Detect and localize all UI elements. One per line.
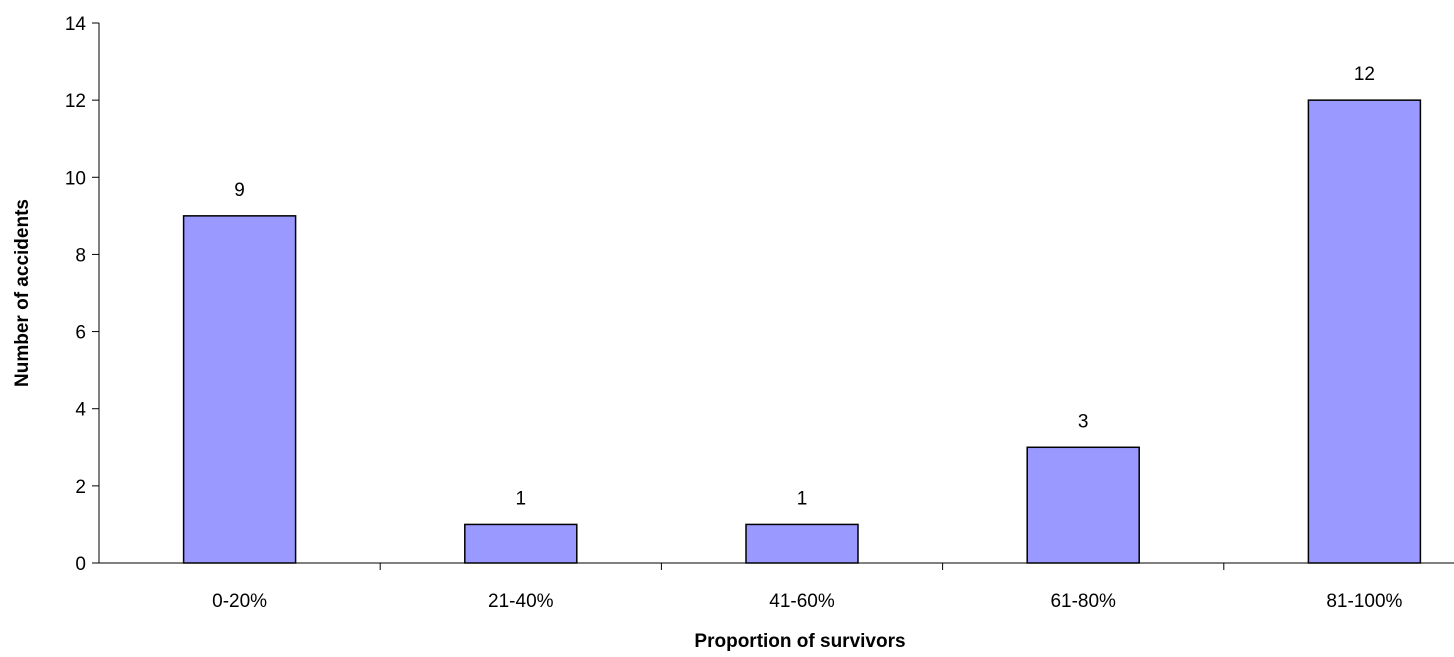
y-tick-label: 6 [75, 323, 86, 344]
x-tick-label: 41-60% [769, 591, 835, 612]
x-axis-title: Proportion of survivors [694, 631, 905, 652]
x-tick-label: 61-80% [1050, 591, 1116, 612]
y-tick-label: 2 [75, 477, 86, 498]
x-axis: 0-20% 21-40% 41-60% 61-80% 81-100% [99, 562, 1454, 612]
y-tick-label: 12 [65, 91, 86, 112]
bar-value-label: 1 [797, 488, 808, 509]
y-tick-label: 4 [75, 400, 86, 421]
y-tick-label: 14 [65, 14, 87, 35]
bar-0-20% [182, 215, 297, 564]
bar-value-label: 12 [1354, 64, 1375, 85]
bar-61-80% [1026, 446, 1140, 564]
y-tick-label: 10 [65, 168, 86, 189]
x-tick-label: 81-100% [1326, 591, 1402, 612]
data-labels: 9 1 1 3 12 [234, 64, 1375, 509]
bar-41-60% [745, 523, 859, 564]
y-tick-label: 0 [75, 554, 86, 575]
y-axis-title: Number of accidents [12, 199, 33, 387]
bars [182, 99, 1422, 564]
y-tick-label: 8 [75, 245, 86, 266]
y-axis: 0 2 4 6 8 10 12 14 [65, 14, 100, 575]
bar-81-100% [1307, 99, 1422, 564]
x-tick-label: 21-40% [488, 591, 554, 612]
x-tick-label: 0-20% [212, 591, 267, 612]
bar-value-label: 3 [1078, 411, 1089, 432]
bar-value-label: 1 [516, 488, 527, 509]
bar-21-40% [464, 523, 578, 564]
bar-value-label: 9 [234, 180, 245, 201]
